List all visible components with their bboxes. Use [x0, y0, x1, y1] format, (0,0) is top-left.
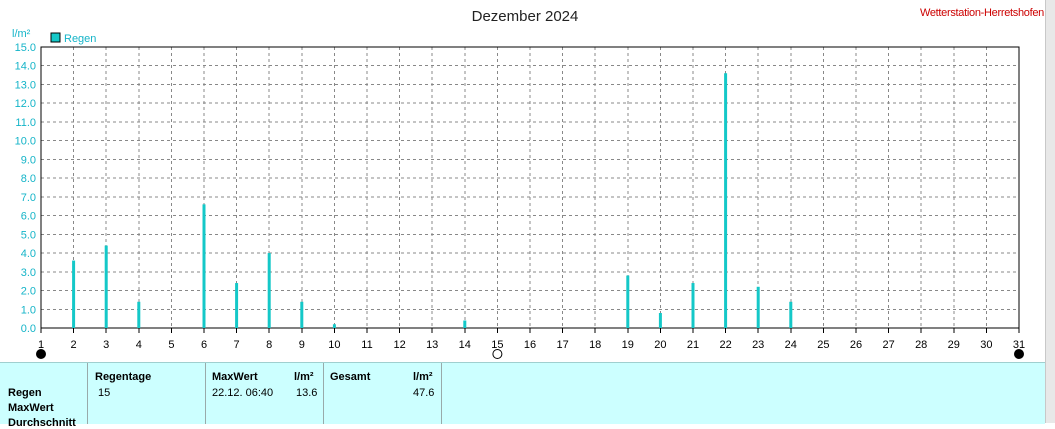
new-moon-icon: [1014, 349, 1024, 359]
station-name: Wetterstation-Herretshofen: [919, 7, 1044, 19]
legend-swatch: [50, 32, 61, 43]
y-tick-label: 14.0: [15, 61, 36, 73]
x-tick-label: 6: [201, 339, 207, 351]
x-tick-label: 27: [882, 339, 894, 351]
y-tick-label: 1.0: [21, 304, 36, 316]
table-divider: [323, 363, 324, 424]
gesamt-header: Gesamt: [330, 371, 371, 383]
table-divider: [87, 363, 88, 424]
x-tick-label: 17: [556, 339, 568, 351]
x-tick-label: 15: [491, 339, 503, 351]
y-tick-label: 5.0: [21, 229, 36, 241]
x-tick-label: 8: [266, 339, 272, 351]
rain-bar-day-20: [658, 313, 662, 328]
x-tick-label: 7: [234, 339, 240, 351]
y-tick-label: 11.0: [15, 117, 36, 129]
rain-chart: Dezember 2024 l/m² Regen 0.0 1.0 2.0 3.0 4.0…: [12, 8, 1025, 359]
rain-bar-day-23: [756, 286, 760, 328]
row-label-maxwert: MaxWert: [8, 402, 54, 414]
x-tick-label: 5: [168, 339, 174, 351]
rain-bar-day-22: [724, 73, 728, 328]
x-tick-label: 3: [103, 339, 109, 351]
rain-bar-day-14: [463, 320, 467, 328]
y-tick-label: 9.0: [21, 154, 36, 166]
maxwert-value: 13.6: [296, 387, 318, 399]
x-tick-label: 26: [850, 339, 862, 351]
rain-bar-day-8: [267, 253, 271, 328]
row-label-durchschnitt: Durchschnitt: [8, 417, 76, 429]
summary-table: Regen MaxWert Durchschnitt Regentage 15 …: [0, 362, 1045, 429]
x-tick-label: 10: [328, 339, 340, 351]
rain-bar-day-4: [137, 301, 141, 328]
y-tick-label: 2.0: [21, 286, 36, 298]
x-tick-label: 31: [1013, 339, 1025, 351]
new-moon-icon: [36, 349, 46, 359]
regentage-value: 15: [98, 387, 111, 399]
x-tick-label: 13: [426, 339, 438, 351]
x-tick-label: 11: [361, 339, 372, 351]
rain-bar-day-21: [691, 283, 695, 328]
y-axis-unit: l/m²: [12, 28, 31, 40]
x-tick-label: 25: [817, 339, 829, 351]
x-tick-label: 19: [622, 339, 634, 351]
y-tick-label: 10.0: [15, 136, 36, 148]
rain-bar-day-3: [104, 245, 108, 328]
full-moon-icon: [492, 349, 503, 359]
x-tick-label: 18: [589, 339, 601, 351]
x-tick-label: 23: [752, 339, 764, 351]
x-tick-label: 16: [524, 339, 536, 351]
x-tick-label: 24: [785, 339, 797, 351]
y-tick-label: 7.0: [21, 192, 36, 204]
y-tick-label: 0.0: [21, 323, 36, 335]
x-tick-label: 2: [71, 339, 77, 351]
x-tick-label: 30: [980, 339, 992, 351]
x-tick-label: 1: [38, 339, 44, 351]
rain-bar-day-6: [202, 204, 206, 328]
y-tick-label: 6.0: [21, 211, 36, 223]
row-label-regen: Regen: [8, 387, 42, 399]
x-tick-label: 22: [719, 339, 731, 351]
y-tick-label: 13.0: [15, 79, 36, 91]
x-tick-label: 20: [654, 339, 666, 351]
rain-bar-day-2: [72, 260, 76, 328]
x-tick-label: 12: [393, 339, 405, 351]
table-divider: [441, 363, 442, 424]
x-tick-label: 28: [915, 339, 927, 351]
x-tick-label: 21: [687, 339, 699, 351]
rain-bar-day-9: [300, 301, 304, 328]
regentage-header: Regentage: [95, 371, 152, 383]
gesamt-unit: l/m²: [413, 371, 433, 383]
maxwert-header: MaxWert: [212, 371, 258, 383]
y-tick-label: 12.0: [15, 98, 36, 110]
rain-bar-day-7: [235, 283, 239, 328]
plot-frame: [40, 46, 1020, 329]
maxwert-datetime: 22.12. 06:40: [212, 387, 274, 399]
x-tick-label: 4: [136, 339, 142, 351]
y-tick-label: 3.0: [21, 267, 36, 279]
x-tick-label: 14: [459, 339, 471, 351]
y-tick-label: 15.0: [15, 42, 36, 54]
rain-bar-day-19: [626, 275, 630, 328]
maxwert-unit: l/m²: [294, 371, 314, 383]
x-tick-label: 9: [299, 339, 305, 351]
table-divider: [205, 363, 206, 424]
rain-bar-day-24: [789, 301, 793, 328]
window-edge: [1045, 0, 1055, 423]
chart-title: Dezember 2024: [472, 8, 579, 25]
legend-label: Regen: [64, 33, 96, 45]
x-tick-label: 29: [948, 339, 960, 351]
gesamt-value: 47.6: [413, 387, 435, 399]
rain-bar-day-10: [332, 324, 336, 328]
y-tick-label: 8.0: [21, 173, 36, 185]
y-tick-label: 4.0: [21, 248, 36, 260]
